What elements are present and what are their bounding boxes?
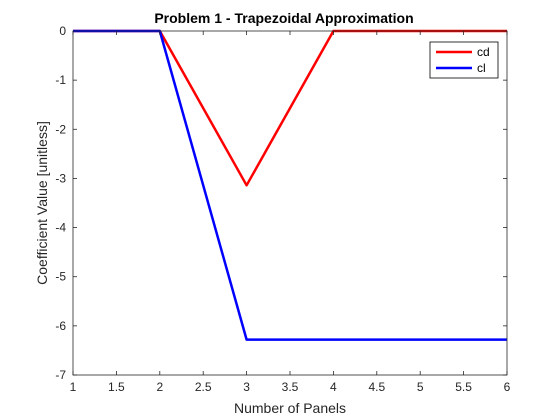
y-tick-label: -4: [55, 221, 66, 235]
y-tick-label: 0: [59, 24, 66, 38]
x-tick-label: 4.5: [368, 380, 385, 394]
y-tick-label: -5: [55, 270, 66, 284]
x-tick-label: 1.5: [108, 380, 125, 394]
plot-background: [73, 31, 507, 375]
x-tick-label: 4: [330, 380, 337, 394]
legend: cd cl: [429, 41, 499, 79]
y-tick-label: -2: [55, 122, 66, 136]
x-tick-label: 2.5: [195, 380, 212, 394]
legend-items: cd cl: [436, 45, 490, 75]
y-axis-label: Coefficient Value [unitless]: [34, 121, 50, 285]
x-tick-label: 3: [243, 380, 250, 394]
x-tick-labels: 1 1.5 2 2.5 3 3.5 4 4.5 5 5.5 6: [70, 380, 511, 394]
legend-box: [429, 41, 499, 79]
x-tick-label: 6: [504, 380, 511, 394]
x-tick-label: 2: [156, 380, 163, 394]
x-axis-label: Number of Panels: [234, 400, 346, 416]
x-tick-label: 3.5: [282, 380, 299, 394]
axes-layer: [72, 30, 508, 376]
legend-label-cl: cl: [477, 61, 486, 75]
x-tick-label: 5.5: [455, 380, 472, 394]
chart-title: Problem 1 - Trapezoidal Approximation: [154, 10, 413, 26]
x-tick-label: 5: [417, 380, 424, 394]
y-tick-label: -3: [55, 171, 66, 185]
legend-label-cd: cd: [477, 45, 490, 59]
y-tick-label: -1: [55, 73, 66, 87]
y-tick-labels: 0 -1 -2 -3 -4 -5 -6 -7: [55, 24, 66, 382]
x-tick-label: 1: [70, 380, 77, 394]
plot-area: [73, 31, 507, 375]
y-tick-label: -7: [55, 368, 66, 382]
y-tick-label: -6: [55, 319, 66, 333]
